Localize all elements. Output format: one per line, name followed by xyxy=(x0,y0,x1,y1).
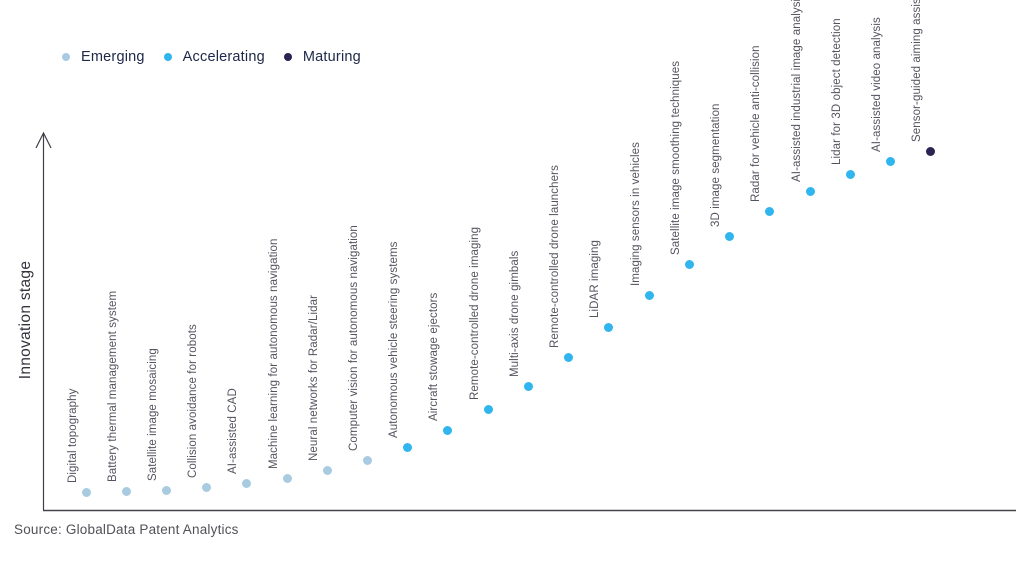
data-point-dot xyxy=(282,473,292,483)
legend-dot-icon xyxy=(163,53,172,61)
data-point-label: Remote-controlled drone imaging xyxy=(468,226,481,400)
data-point-dot xyxy=(81,487,91,497)
legend-item-label: Emerging xyxy=(81,49,145,65)
data-point-label: Collision avoidance for robots xyxy=(186,324,199,478)
data-point-dot xyxy=(603,322,613,332)
data-point-label: Battery thermal management system xyxy=(106,290,119,482)
data-point-dot xyxy=(684,259,694,269)
data-point-dot xyxy=(764,206,774,216)
legend-item-label: Accelerating xyxy=(182,49,265,65)
data-point-label: Lidar for 3D object detection xyxy=(830,18,843,165)
legend: Emerging Accelerating Maturing xyxy=(62,49,361,65)
data-point-label: Satellite image mosaicing xyxy=(146,348,159,481)
data-point-label: Machine learning for autonomous navigati… xyxy=(267,238,280,469)
source-attribution: Source: GlobalData Patent Analytics xyxy=(14,522,239,537)
data-point-label: Multi-axis drone gimbals xyxy=(508,250,521,377)
data-point-dot xyxy=(523,381,533,391)
data-point-dot xyxy=(845,169,855,179)
data-point-dot xyxy=(121,486,131,496)
data-point-dot xyxy=(322,465,332,475)
data-point-label: 3D image segmentation xyxy=(709,103,722,227)
data-point-dot xyxy=(805,186,815,196)
legend-item-maturing: Maturing xyxy=(283,49,361,65)
data-point-dot xyxy=(885,156,895,166)
data-point-label: Computer vision for autonomous navigatio… xyxy=(347,225,360,451)
data-point-label: Remote-controlled drone launchers xyxy=(548,165,561,348)
data-point-dot xyxy=(161,485,171,495)
legend-item-accelerating: Accelerating xyxy=(163,49,265,65)
data-point-dot xyxy=(563,352,573,362)
data-point-label: Imaging sensors in vehicles xyxy=(629,142,642,286)
data-point-label: AI-assisted CAD xyxy=(226,388,239,474)
data-point-label: AI-assisted industrial image analysis xyxy=(790,0,803,182)
data-point-label: AI-assisted video analysis xyxy=(870,17,883,152)
legend-dot-icon xyxy=(283,53,292,61)
data-point-dot xyxy=(241,478,251,488)
legend-dot-icon xyxy=(62,53,70,61)
data-point-dot xyxy=(724,231,734,241)
data-point-dot xyxy=(402,442,412,452)
data-point-label: Sensor-guided aiming assists xyxy=(910,0,923,142)
data-point-label: Aircraft stowage ejectors xyxy=(427,292,440,421)
y-axis-arrowhead-icon xyxy=(35,131,52,149)
data-point-label: Autonomous vehicle steering systems xyxy=(387,241,400,438)
y-axis-title: Innovation stage xyxy=(17,260,34,380)
data-point-dot xyxy=(483,404,493,414)
data-point-dot xyxy=(644,290,654,300)
data-point-dot xyxy=(201,482,211,492)
data-point-dot xyxy=(442,425,452,435)
legend-item-label: Maturing xyxy=(302,49,361,65)
data-point-label: LiDAR imaging xyxy=(588,240,601,318)
data-point-label: Radar for vehicle anti-collision xyxy=(749,45,762,202)
legend-item-emerging: Emerging xyxy=(62,49,145,65)
data-point-label: Digital topography xyxy=(66,388,79,484)
data-point-label: Satellite image smoothing techniques xyxy=(669,60,682,255)
data-point-label: Neural networks for Radar/Lidar xyxy=(307,294,320,461)
data-point-dot xyxy=(925,146,935,156)
data-point-dot xyxy=(362,455,372,465)
